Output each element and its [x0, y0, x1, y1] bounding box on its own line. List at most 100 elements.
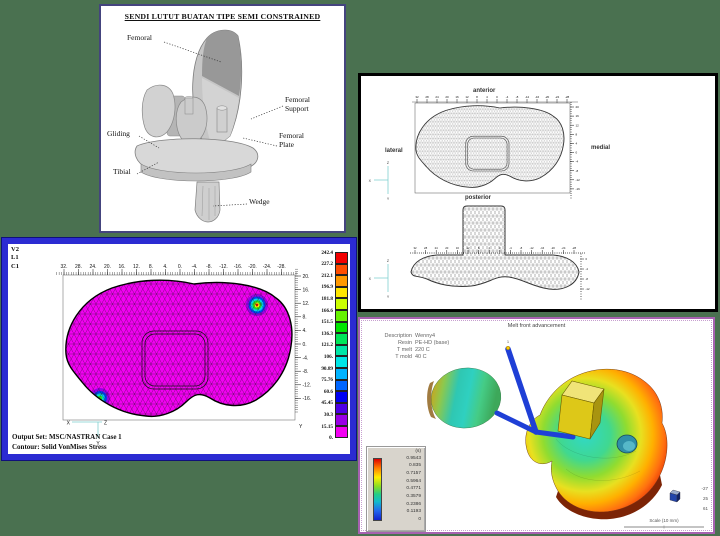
svg-text:Z: Z: [104, 421, 107, 427]
svg-text:-20: -20: [545, 95, 550, 99]
svg-text:12: 12: [466, 246, 470, 250]
svg-text:16: 16: [576, 114, 580, 118]
colorbar-value: 60.6: [323, 388, 333, 395]
colorbar-swatch: [335, 275, 348, 287]
svg-text:28.: 28.: [75, 264, 82, 270]
colorbar-value: 212.1: [321, 272, 333, 279]
colorbar-value: 166.6: [321, 307, 333, 314]
svg-text:16: 16: [455, 95, 459, 99]
part-hole: [616, 434, 638, 454]
svg-text:16: 16: [456, 246, 460, 250]
colorbar-value: 181.8: [321, 295, 333, 302]
svg-text:4: 4: [488, 246, 490, 250]
svg-text:20: 20: [576, 105, 580, 109]
svg-text:-28: -28: [572, 246, 576, 250]
fe-mesh-views: 32 28 24 20 16 12 8 4 0 -4 -8 -12 -16 -20 -24 -28 20 16 1…: [369, 95, 590, 300]
svg-text:-8.: -8.: [303, 369, 309, 375]
info-value: 40 C: [415, 354, 427, 360]
colorbar-value: 106.: [323, 353, 333, 360]
info-key: Resin: [397, 340, 412, 346]
panel-implant-diagram: SENDI LUTUT BUATAN TIPE SEMI CONSTRAINED…: [99, 4, 346, 233]
info-value: PE-HD (base): [415, 340, 450, 346]
svg-text:8: 8: [476, 95, 478, 99]
moldflow-title: Melt front advancement: [507, 323, 566, 329]
svg-text:20.: 20.: [303, 274, 310, 280]
label-lateral: lateral: [385, 148, 403, 154]
view-tags: V2 L1 C1: [11, 246, 19, 271]
svg-text:-16: -16: [576, 187, 581, 191]
svg-text:Y: Y: [387, 197, 390, 201]
legend-gradient-bar: [373, 458, 382, 521]
info-value: Wenny4: [415, 333, 436, 339]
implant-illustration: [134, 29, 284, 223]
svg-text:4.: 4.: [303, 328, 307, 334]
axis-triad-icon: Z X Y: [369, 259, 390, 299]
plan-ruler-y: 20 16 12 8 4 0 -4 -8 -12 -16: [570, 102, 581, 199]
svg-text:-28: -28: [565, 95, 570, 99]
colorbar-swatch: [335, 356, 348, 368]
svg-text:X: X: [67, 421, 71, 427]
colorbar-swatch: [335, 333, 348, 345]
svg-text:24.: 24.: [90, 264, 97, 270]
colorbar-value: 45.45: [321, 400, 333, 407]
svg-text:Y: Y: [96, 441, 100, 447]
stress-contour-plot: 32. 28. 24. 20. 16. 12. 8. 4. 0. -4. -8. -12. -16. -2…: [56, 264, 312, 447]
svg-text:4: 4: [576, 141, 578, 145]
panel-moldflow: 1 -27 25 61 Scale (10 mm) Melt front advan…: [358, 317, 715, 534]
colorbar-value: 196.9: [321, 284, 333, 291]
svg-text:-12: -12: [530, 246, 534, 250]
colorbar-value: 90.89: [321, 365, 333, 372]
colorbar-swatch: [335, 321, 348, 334]
svg-text:-4: -4: [509, 246, 512, 250]
legend-unit: (s): [415, 449, 421, 454]
colorbar-swatch: [335, 344, 348, 357]
colorbar-value: 136.3: [321, 330, 333, 337]
injection-point: 1: [505, 339, 510, 351]
orientation-cube-icon: [669, 489, 681, 503]
label-wedge: Wedge: [249, 197, 270, 206]
output-set-line: Output Set: MSC/NASTRAN Case 1: [12, 433, 122, 442]
svg-text:8.: 8.: [149, 264, 153, 270]
svg-text:61: 61: [703, 506, 709, 511]
svg-text:-12.: -12.: [303, 383, 312, 389]
svg-text:20.: 20.: [104, 264, 111, 270]
colorbar-value: 121.2: [321, 342, 333, 349]
svg-text:12.: 12.: [133, 264, 140, 270]
colorbar-swatch: [335, 379, 348, 392]
svg-text:12.: 12.: [303, 301, 310, 307]
svg-text:-16: -16: [535, 95, 540, 99]
svg-text:-28.: -28.: [277, 264, 286, 270]
svg-text:16.: 16.: [119, 264, 126, 270]
colorbar-value: 151.5: [321, 319, 333, 326]
label-femoral: Femoral: [127, 33, 152, 42]
svg-text:24: 24: [435, 95, 439, 99]
svg-text:-16: -16: [540, 246, 544, 250]
legend-value: 0.4771: [406, 486, 421, 492]
stress-ruler-x: 32. 28. 24. 20. 16. 12. 8. 4. 0. -4. -8. -12. -16. -2…: [56, 264, 297, 275]
svg-text:0: 0: [586, 257, 588, 261]
svg-text:28: 28: [425, 95, 429, 99]
colorbar-swatch: [335, 286, 348, 299]
colorbar-value: 75.76: [321, 377, 333, 384]
stress-mesh: [65, 279, 293, 418]
svg-text:X: X: [369, 179, 372, 183]
svg-text:-24: -24: [555, 95, 560, 99]
tibial-tray: [134, 138, 259, 182]
stress-ruler-y: 20. 16. 12. 8. 4. 0. -4. -8. -12. -16.: [295, 269, 312, 413]
stress-footer: Output Set: MSC/NASTRAN Case 1 Contour: …: [12, 433, 122, 452]
svg-text:24: 24: [435, 246, 439, 250]
colorbar-swatch: [335, 414, 348, 426]
svg-text:16.: 16.: [303, 287, 310, 293]
svg-text:-4.: -4.: [303, 355, 309, 361]
legend-value: 0: [418, 517, 421, 523]
svg-text:-16.: -16.: [303, 396, 312, 402]
svg-text:20: 20: [445, 95, 449, 99]
plan-ruler-x: 32 28 24 20 16 12 8 4 0 -4 -8 -12 -16 -20 -24 -28: [412, 95, 578, 103]
colorbar-swatch: [335, 310, 348, 322]
disc-part: [427, 367, 502, 429]
svg-text:8: 8: [576, 132, 578, 136]
panel-fea-stress: 32. 28. 24. 20. 16. 12. 8. 4. 0. -4. -8. -12. -16. -2…: [2, 238, 356, 460]
axis-triad-icon: Z X Y: [369, 161, 390, 201]
legend-value: 0.5964: [406, 478, 421, 484]
